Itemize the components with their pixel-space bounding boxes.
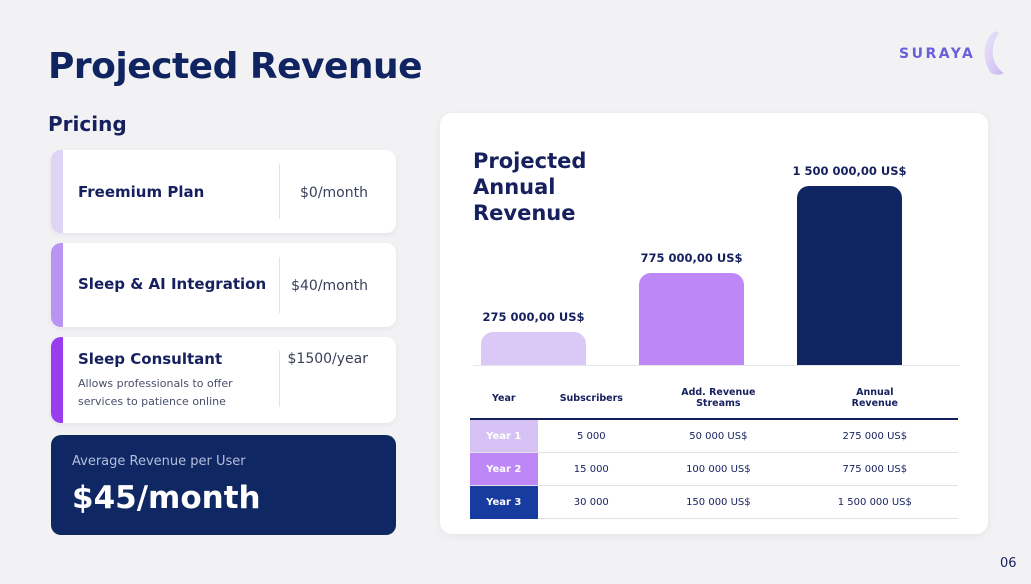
crescent-icon <box>979 29 1005 79</box>
arpu-value: $45/month <box>72 480 261 516</box>
plan-accent-bar <box>51 243 63 327</box>
plan-divider <box>279 164 280 219</box>
streams-cell: 100 000 US$ <box>645 452 792 486</box>
year-cell: Year 2 <box>470 452 538 486</box>
arpu-label: Average Revenue per User <box>72 454 246 469</box>
revenue-panel: Projected Annual Revenue 275 000,00 US$ 7… <box>440 113 988 534</box>
revenue-bar <box>481 332 586 365</box>
plan-name: Freemium Plan <box>78 183 205 201</box>
col-header-revenue: Annual Revenue <box>791 378 958 420</box>
page-title: Projected Revenue <box>48 46 423 87</box>
year-cell: Year 1 <box>470 419 538 453</box>
year-cell: Year 3 <box>470 485 538 519</box>
plan-price: $1500/year <box>287 351 369 367</box>
arpu-card: Average Revenue per User $45/month <box>51 435 396 535</box>
plan-card-sleep-ai: Sleep & AI Integration $40/month <box>51 243 396 327</box>
col-header-subscribers: Subscribers <box>537 378 646 420</box>
table-row: Year 1 5 000 50 000 US$ 275 000 US$ <box>470 419 958 453</box>
bar-value-label: 775 000,00 US$ <box>640 251 743 265</box>
table-row: Year 2 15 000 100 000 US$ 775 000 US$ <box>470 452 958 486</box>
plan-name: Sleep Consultant <box>78 350 223 368</box>
revenue-cell: 1 500 000 US$ <box>791 485 958 519</box>
bar-value-label: 1 500 000,00 US$ <box>792 164 907 178</box>
table-header-row: Year Subscribers Add. Revenue Streams An… <box>470 378 958 420</box>
plan-price: $0/month <box>300 185 368 201</box>
bar-value-label: 275 000,00 US$ <box>482 310 585 324</box>
streams-cell: 150 000 US$ <box>645 485 792 519</box>
revenue-table: Year Subscribers Add. Revenue Streams An… <box>470 378 958 519</box>
brand-logo: SURAYA <box>899 29 1005 79</box>
plan-name: Sleep & AI Integration <box>78 275 267 293</box>
subscribers-cell: 5 000 <box>537 419 646 453</box>
plan-accent-bar <box>51 337 63 423</box>
plan-accent-bar <box>51 150 63 233</box>
plan-card-freemium: Freemium Plan $0/month <box>51 150 396 233</box>
revenue-bar <box>639 273 744 365</box>
subscribers-cell: 30 000 <box>537 485 646 519</box>
table-row: Year 3 30 000 150 000 US$ 1 500 000 US$ <box>470 485 958 519</box>
col-header-streams: Add. Revenue Streams <box>645 378 792 420</box>
page-number: 06 <box>1000 556 1017 571</box>
chart-baseline <box>473 365 960 366</box>
revenue-cell: 775 000 US$ <box>791 452 958 486</box>
plan-divider <box>279 351 280 407</box>
streams-cell: 50 000 US$ <box>645 419 792 453</box>
pricing-heading: Pricing <box>48 112 127 136</box>
plan-divider <box>279 257 280 313</box>
revenue-bar <box>797 186 902 365</box>
plan-card-sleep-consultant: Sleep Consultant Allows professionals to… <box>51 337 396 423</box>
subscribers-cell: 15 000 <box>537 452 646 486</box>
plan-description: Allows professionals to offer services t… <box>78 377 233 408</box>
brand-name: SURAYA <box>899 46 976 62</box>
plan-price: $40/month <box>291 278 368 294</box>
chart-title: Projected Annual Revenue <box>473 149 587 225</box>
col-header-year: Year <box>470 378 538 420</box>
revenue-cell: 275 000 US$ <box>791 419 958 453</box>
